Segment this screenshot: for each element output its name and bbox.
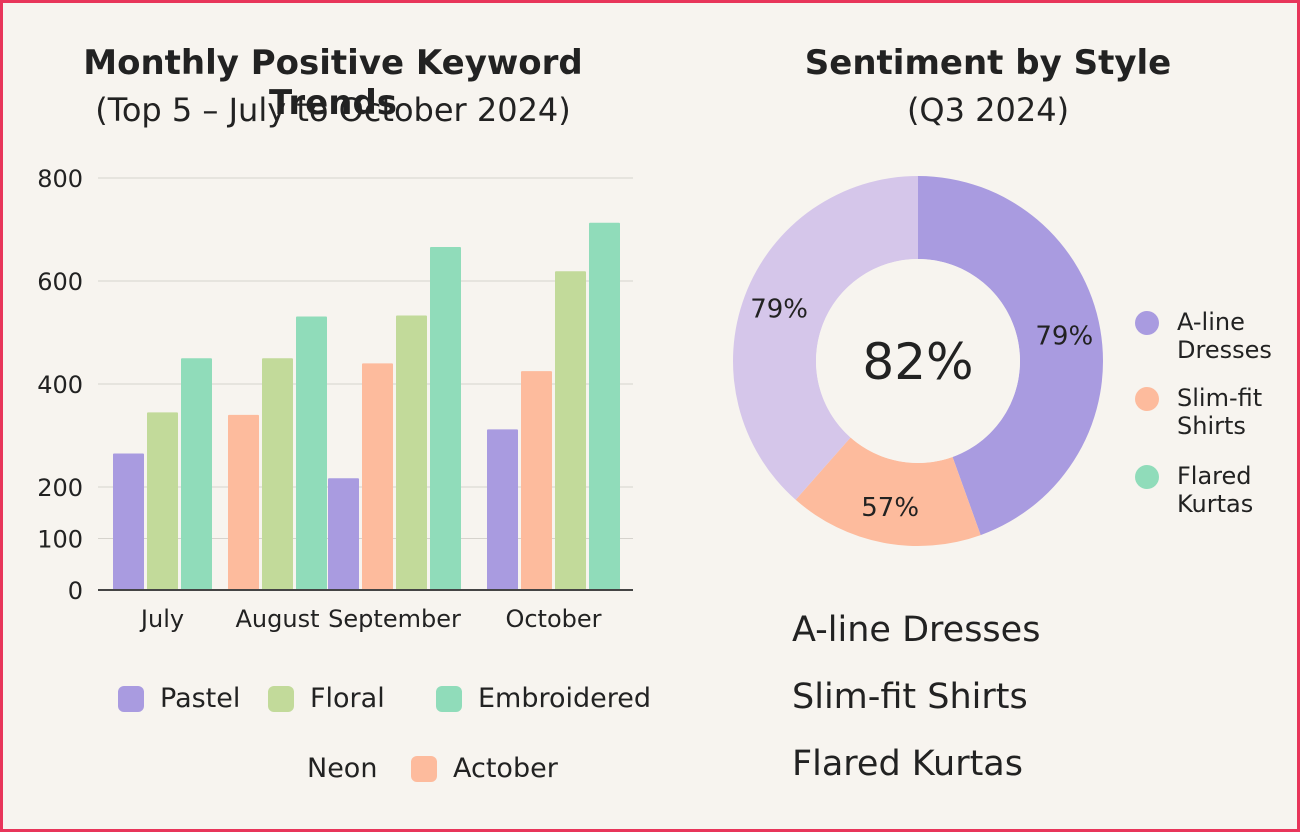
bar-floral-july — [147, 412, 178, 590]
bar-floral-august — [262, 358, 293, 590]
x-tick-label: July — [139, 605, 184, 633]
bar-pastel-october — [487, 429, 518, 590]
legend-label-floral: Floral — [310, 683, 385, 714]
style-name-a-line-dresses: A-line Dresses — [792, 610, 1041, 650]
bar-chart: 0 100 200 400 600 800 July August September Octob… — [37, 165, 633, 633]
donut-legend-line: A-line — [1177, 308, 1245, 336]
donut-legend-label-slim-fit-shirts: Slim-fit Shirts — [1177, 384, 1287, 440]
donut-slice-2 — [733, 176, 918, 500]
y-tick-label: 800 — [37, 165, 83, 193]
legend-item-embroidered: Embroidered — [436, 683, 651, 714]
donut-slice-1 — [795, 437, 981, 546]
bar-embroidered-september — [430, 247, 461, 590]
bar-chart-title: Monthly Positive Keyword Trends — [83, 43, 583, 123]
donut-legend-dot-flared-kurtas — [1135, 465, 1159, 489]
legend-item-neon: Neon — [307, 753, 377, 784]
donut-chart: 79% 57% 79% 82% — [733, 176, 1103, 546]
legend-label-embroidered: Embroidered — [478, 683, 652, 714]
bar-floral-september — [396, 315, 427, 590]
y-tick-label: 400 — [37, 371, 83, 399]
donut-legend-line: Slim-fit — [1177, 384, 1263, 412]
x-tick-label: October — [505, 605, 601, 633]
donut-legend-line: Flared — [1177, 462, 1252, 490]
y-tick-label: 100 — [37, 526, 83, 554]
donut-hole — [816, 259, 1020, 463]
y-tick-label: 200 — [37, 474, 83, 502]
bar-chart-subtitle: (Top 5 – July to October 2024) — [95, 91, 571, 129]
donut-chart-title: Sentiment by Style — [804, 43, 1172, 83]
bar-embroidered-july — [181, 358, 212, 590]
legend-item-pastel: Pastel — [118, 683, 240, 714]
donut-slice-label: 57% — [861, 493, 919, 523]
legend-label-actober: Actober — [453, 753, 558, 784]
donut-legend-dot-a-line-dresses — [1135, 311, 1159, 335]
x-tick-label: September — [328, 605, 461, 633]
bar-pastel-september — [328, 478, 359, 590]
style-name-flared-kurtas: Flared Kurtas — [792, 744, 1023, 784]
legend-swatch-pastel — [118, 685, 144, 712]
donut-legend-line: Kurtas — [1177, 490, 1254, 518]
legend-label-neon: Neon — [307, 753, 378, 784]
donut-slice-label: 79% — [750, 295, 808, 325]
y-tick-label: 600 — [37, 268, 83, 296]
donut-slice-label: 79% — [1035, 321, 1093, 351]
style-name-slim-fit-shirts: Slim-fit Shirts — [792, 677, 1028, 717]
bar-pastel-july — [113, 453, 144, 590]
donut-legend-item-flared-kurtas: Flared Kurtas — [1135, 462, 1287, 518]
donut-center-label: 82% — [862, 333, 973, 391]
bar-actober-september — [362, 363, 393, 590]
donut-legend-item-slim-fit-shirts: Slim-fit Shirts — [1135, 384, 1287, 440]
bar-embroidered-august — [296, 316, 327, 590]
x-tick-label: August — [236, 605, 320, 633]
legend-swatch-floral — [268, 685, 294, 712]
donut-legend-dot-slim-fit-shirts — [1135, 387, 1159, 411]
bar-actober-october — [521, 371, 552, 590]
bar-floral-october — [555, 271, 586, 590]
bar-embroidered-october — [589, 222, 620, 590]
y-tick-label: 0 — [68, 577, 83, 605]
donut-slice-0 — [918, 176, 1103, 536]
bar-actober-august — [228, 414, 259, 590]
donut-legend-line: Dresses — [1177, 336, 1272, 364]
legend-swatch-embroidered — [436, 685, 462, 712]
legend-item-actober: Actober — [411, 753, 558, 784]
legend-item-floral: Floral — [268, 683, 385, 714]
legend-label-pastel: Pastel — [160, 683, 241, 714]
donut-legend-line: Shirts — [1177, 412, 1246, 440]
legend-swatch-actober — [411, 755, 437, 782]
donut-chart-subtitle: (Q3 2024) — [906, 91, 1070, 129]
donut-legend-label-flared-kurtas: Flared Kurtas — [1177, 462, 1287, 518]
donut-legend-label-a-line-dresses: A-line Dresses — [1177, 308, 1287, 364]
donut-legend-item-a-line-dresses: A-line Dresses — [1135, 308, 1287, 364]
